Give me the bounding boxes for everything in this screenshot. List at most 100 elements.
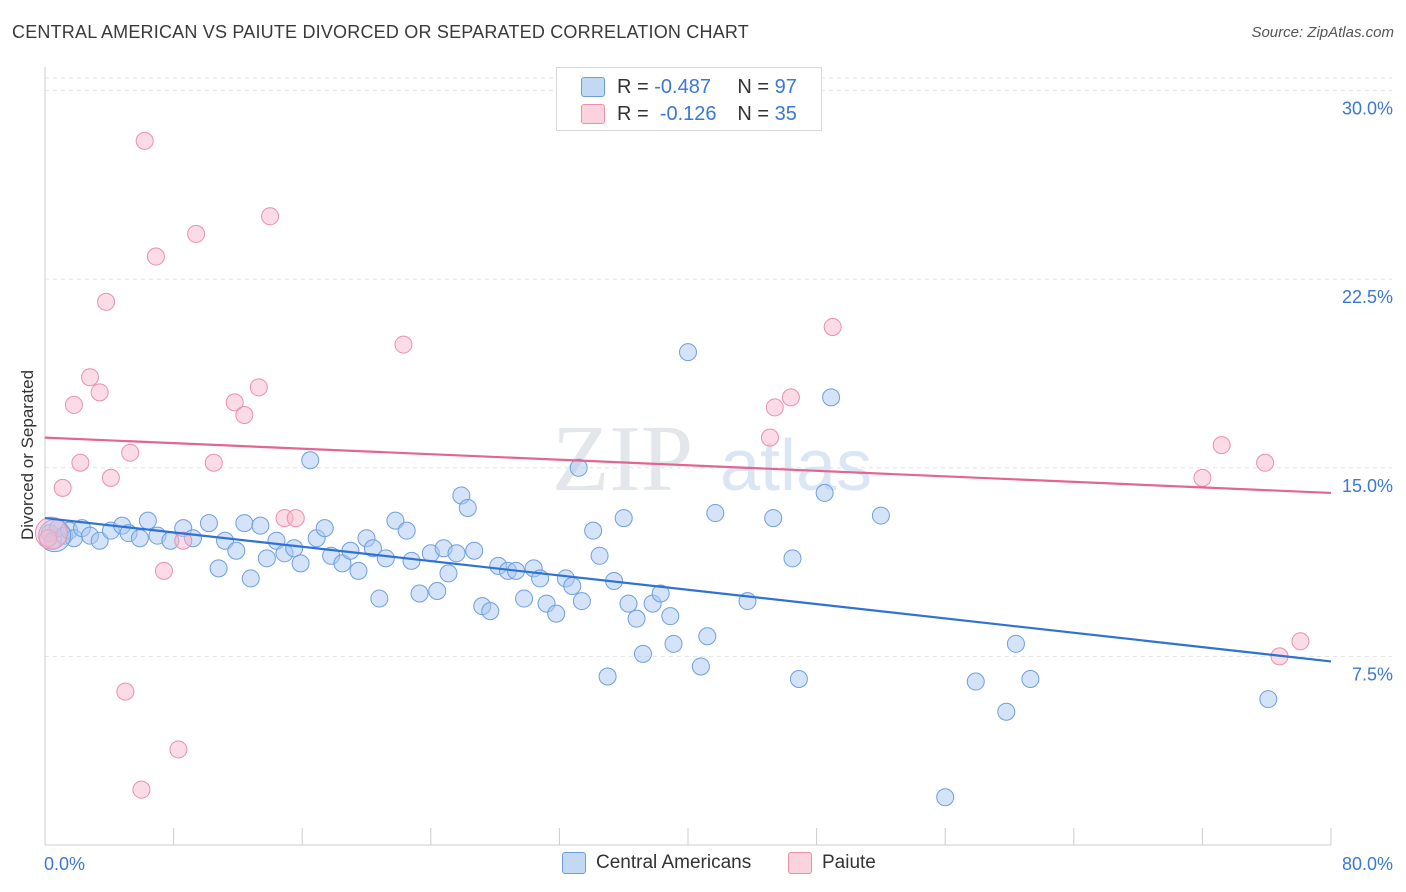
data-point xyxy=(1021,670,1040,689)
correlation-legend: R = -0.487 N = 97 R = -0.126 N = 35 xyxy=(556,67,822,131)
y-tick-label: 30.0% xyxy=(1342,99,1393,119)
data-point xyxy=(386,511,405,530)
data-point xyxy=(765,398,784,417)
data-point xyxy=(209,559,228,578)
data-point xyxy=(285,539,304,558)
data-point xyxy=(481,602,500,621)
data-point xyxy=(204,453,223,472)
data-point xyxy=(363,539,382,558)
y-tick-label: 7.5% xyxy=(1352,664,1393,684)
data-point xyxy=(823,317,842,336)
data-point xyxy=(439,564,458,583)
data-point xyxy=(627,609,646,628)
data-point xyxy=(590,546,609,565)
data-point xyxy=(614,509,633,528)
data-point xyxy=(187,224,206,243)
data-point xyxy=(90,383,109,402)
legend-r-label: R = xyxy=(617,102,649,125)
data-point xyxy=(64,395,83,414)
data-point xyxy=(315,519,334,538)
data-point xyxy=(966,672,985,691)
legend-row-paiute: R = -0.126 N = 35 xyxy=(581,101,797,127)
legend-r-value: -0.487 xyxy=(654,75,711,98)
data-point xyxy=(572,592,591,611)
series-central-americans xyxy=(38,343,1278,807)
legend-label-central-americans: Central Americans xyxy=(596,852,752,873)
data-point xyxy=(81,368,100,387)
data-point xyxy=(783,549,802,568)
data-point xyxy=(698,627,717,646)
legend-swatch-central-americans xyxy=(581,77,605,97)
data-point xyxy=(235,405,254,424)
legend-row-central-americans: R = -0.487 N = 97 xyxy=(581,74,797,100)
data-point xyxy=(410,584,429,603)
data-point xyxy=(349,561,368,580)
data-point xyxy=(370,589,389,608)
data-point xyxy=(261,207,280,226)
data-point xyxy=(249,378,268,397)
data-point xyxy=(1256,453,1275,472)
data-point xyxy=(199,514,218,533)
data-point xyxy=(781,388,800,407)
data-point xyxy=(598,667,617,686)
data-point xyxy=(515,589,534,608)
legend-swatch-central-americans xyxy=(562,852,586,874)
data-point xyxy=(333,554,352,573)
data-point xyxy=(458,499,477,518)
data-point xyxy=(764,509,783,528)
data-point xyxy=(1193,468,1212,487)
y-axis-label: Divorced or Separated xyxy=(18,369,37,541)
data-point xyxy=(121,443,140,462)
watermark: ZIP atlas xyxy=(552,407,872,511)
data-point xyxy=(376,549,395,568)
legend-n-label: N = xyxy=(737,102,770,125)
axes xyxy=(44,67,1332,846)
data-point xyxy=(154,561,173,580)
grid-lines xyxy=(45,77,1392,657)
source-label: Source: ZipAtlas.com xyxy=(1251,24,1394,41)
data-point xyxy=(1212,436,1231,455)
legend-label-paiute: Paiute xyxy=(822,852,876,873)
data-point xyxy=(661,607,680,626)
y-tick-label: 15.0% xyxy=(1342,476,1393,496)
data-point xyxy=(241,569,260,588)
watermark-zip: ZIP xyxy=(552,407,693,511)
data-point xyxy=(216,531,235,550)
data-point xyxy=(706,504,725,523)
data-point xyxy=(101,468,120,487)
data-point xyxy=(760,428,779,447)
data-point xyxy=(402,551,421,570)
data-point xyxy=(227,541,246,560)
data-point xyxy=(90,531,109,550)
data-point xyxy=(174,531,193,550)
data-point xyxy=(569,458,588,477)
data-point xyxy=(1291,632,1310,651)
x-tick-label-max: 80.0% xyxy=(1342,854,1393,874)
data-point xyxy=(871,506,890,525)
data-point xyxy=(225,393,244,412)
series-legend: Central Americans Paiute xyxy=(0,852,1406,878)
legend-item-paiute[interactable]: Paiute xyxy=(788,852,876,874)
data-point xyxy=(789,670,808,689)
data-point xyxy=(428,582,447,601)
data-point xyxy=(34,516,68,550)
chart-title: CENTRAL AMERICAN VS PAIUTE DIVORCED OR S… xyxy=(12,22,749,42)
legend-item-central-americans[interactable]: Central Americans xyxy=(562,852,751,874)
data-point xyxy=(257,549,276,568)
data-point xyxy=(286,509,305,528)
data-point xyxy=(447,544,466,563)
data-point xyxy=(146,247,165,266)
data-point xyxy=(633,644,652,663)
legend-swatch-paiute xyxy=(788,852,812,874)
legend-n-value: 97 xyxy=(774,75,797,98)
data-point xyxy=(130,529,149,548)
data-point xyxy=(138,511,157,530)
data-point xyxy=(619,594,638,613)
data-point xyxy=(815,483,834,502)
data-point xyxy=(547,604,566,623)
data-point xyxy=(97,292,116,311)
data-point xyxy=(132,780,151,799)
legend-n-value: 35 xyxy=(774,102,797,125)
tick-labels: 7.5% 15.0% 22.5% 30.0% 0.0% 80.0% xyxy=(44,99,1393,874)
